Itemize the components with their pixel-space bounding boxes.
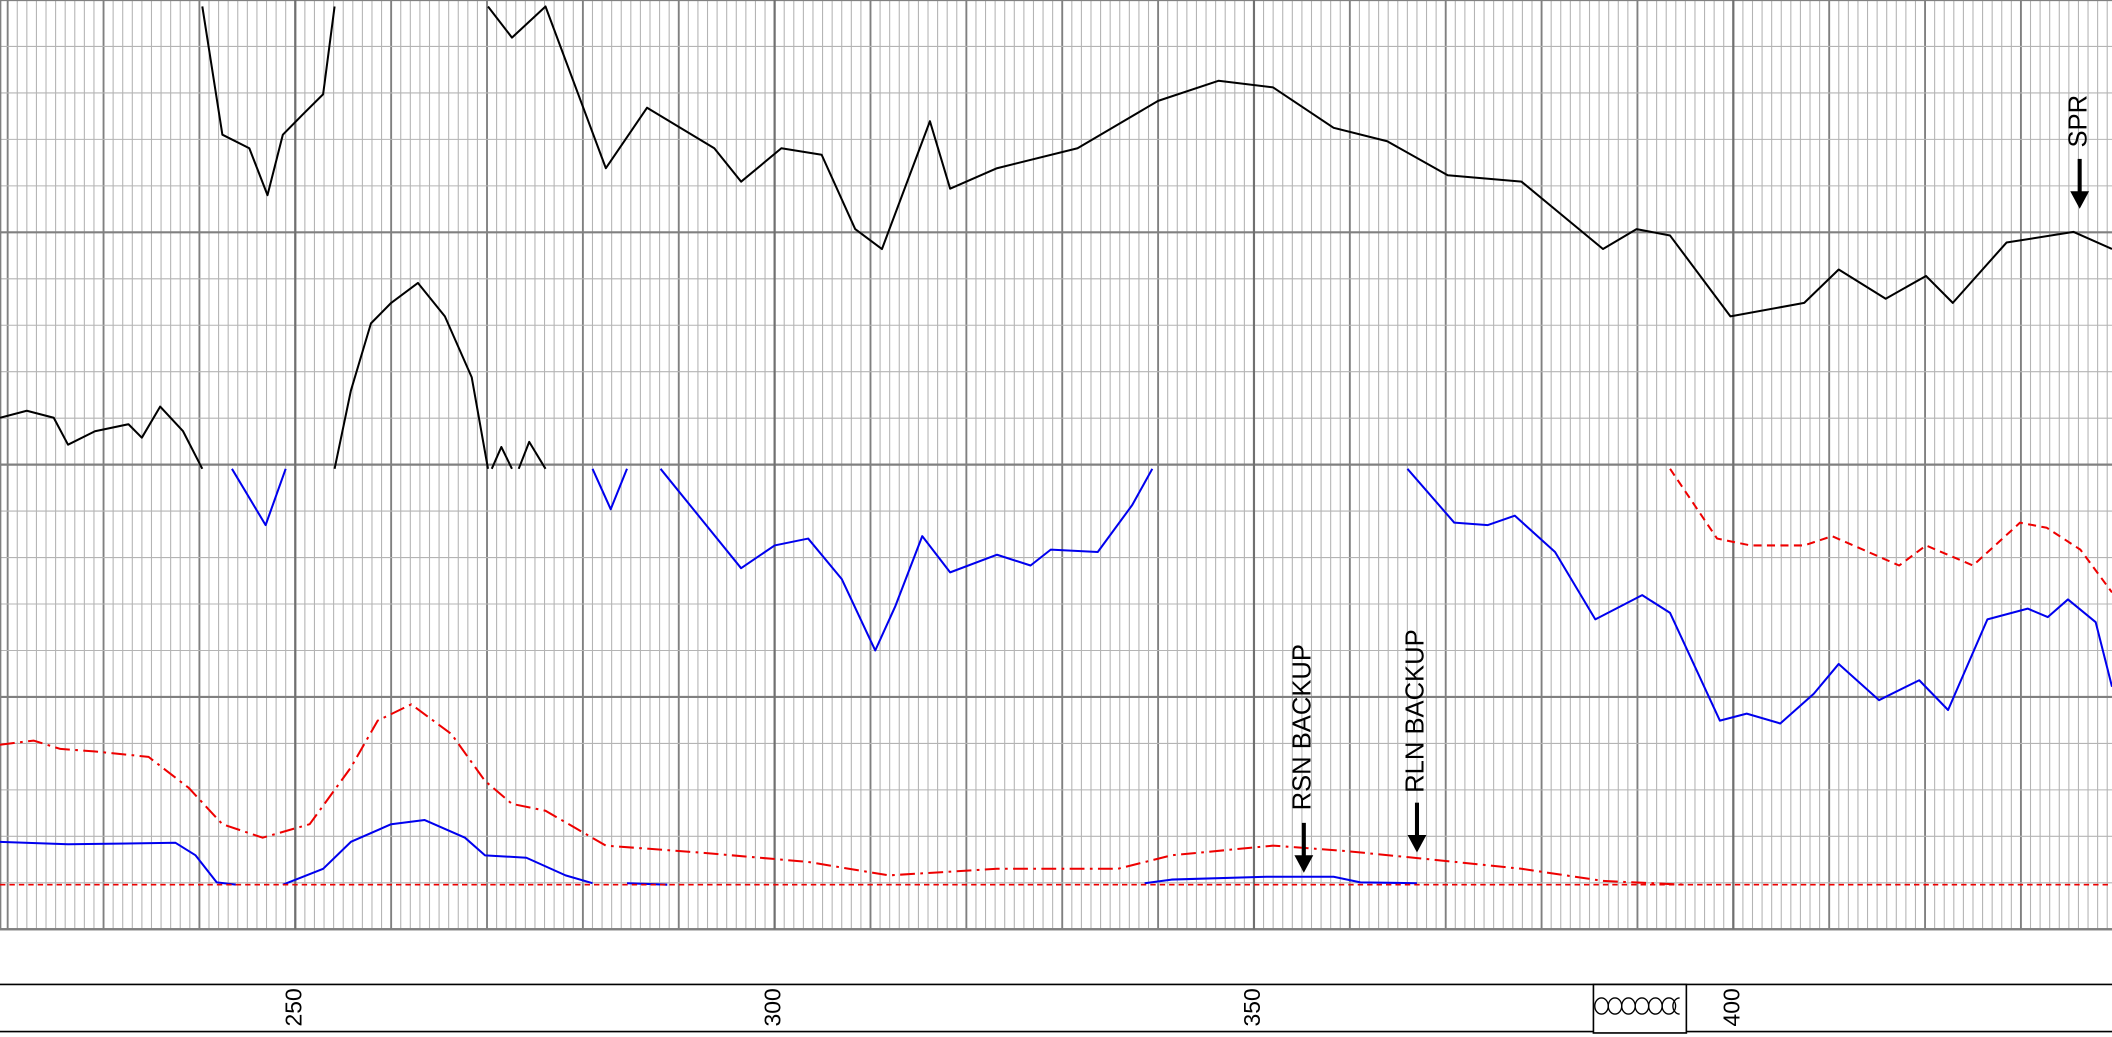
curve <box>201 5 2112 318</box>
curve <box>0 819 1417 886</box>
annotation-label: SPR <box>2064 95 2092 148</box>
curve <box>231 468 2112 725</box>
annotation-arrowhead <box>2070 191 2090 209</box>
x-tick-label: 250 <box>280 988 306 1026</box>
curves <box>0 5 2112 886</box>
annotation-arrowhead <box>1294 855 1314 873</box>
curve <box>0 703 1684 886</box>
curve <box>0 281 547 470</box>
x-tick-label: 400 <box>1718 988 1744 1026</box>
x-tick-label: 350 <box>1239 988 1265 1026</box>
grid <box>0 0 2112 931</box>
annotation-arrowhead <box>1407 834 1427 853</box>
curve <box>1669 468 2112 594</box>
x-tick-label: 300 <box>760 988 786 1026</box>
annotation-label: RSN BACKUP <box>1289 644 1317 810</box>
annotations: SPR RSN BACKUP RLN BACKUP <box>1289 95 2092 873</box>
annotation-label: RLN BACKUP <box>1402 629 1430 792</box>
depth-track: 250 300 350 400 <box>0 983 2112 1034</box>
scale-box-circles <box>1594 997 1680 1015</box>
